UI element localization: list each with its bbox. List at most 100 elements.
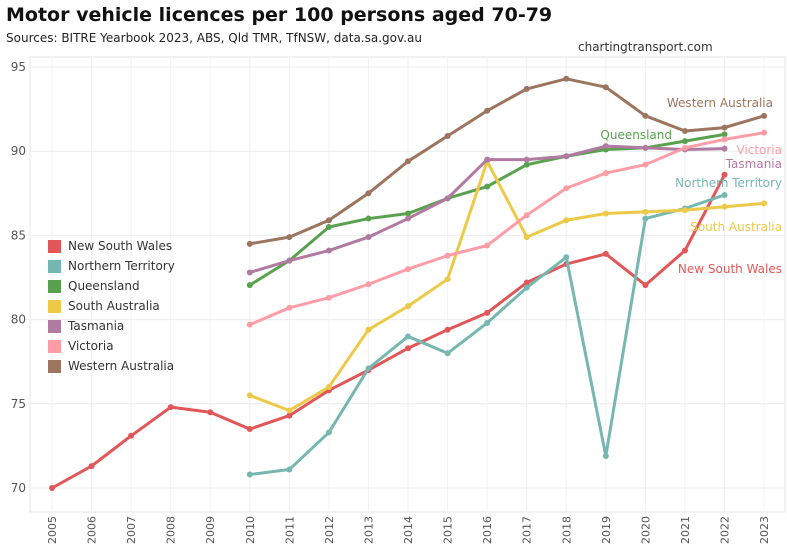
data-point [325, 223, 332, 230]
legend-item: Tasmania [48, 316, 175, 336]
data-point [761, 200, 768, 207]
data-point [761, 112, 768, 119]
x-tick-label: 2013 [362, 516, 375, 544]
series-line [249, 131, 765, 327]
data-point [642, 144, 649, 151]
data-point [405, 266, 412, 273]
data-point [325, 247, 332, 254]
x-tick-label: 2020 [639, 516, 652, 544]
data-point [563, 75, 570, 82]
legend-item: New South Wales [48, 236, 175, 256]
legend-swatch [48, 299, 61, 313]
data-point [721, 124, 728, 131]
x-tick-label: 2015 [442, 516, 455, 544]
legend-swatch [48, 239, 61, 253]
data-point [602, 453, 609, 460]
legend-label: Tasmania [68, 319, 125, 333]
x-tick-label: 2014 [402, 516, 415, 544]
data-point [721, 191, 728, 198]
data-point [405, 345, 412, 352]
data-point [484, 309, 491, 316]
plot-frame [29, 56, 786, 513]
data-point [405, 215, 412, 222]
x-tick-label: 2019 [600, 516, 613, 544]
series-line [249, 159, 765, 413]
x-tick-label: 2017 [521, 516, 534, 544]
data-point [444, 133, 451, 140]
data-point [444, 350, 451, 357]
series-end-label: Tasmania [725, 157, 782, 171]
data-point [325, 383, 332, 390]
y-tick-label: 80 [11, 313, 26, 327]
data-point [642, 112, 649, 119]
y-tick-label: 75 [11, 397, 26, 411]
data-point [128, 432, 135, 439]
legend-swatch [48, 279, 61, 293]
legend: New South Wales Northern Territory Queensl… [48, 236, 175, 376]
data-point [325, 294, 332, 301]
data-point [405, 333, 412, 340]
data-point [642, 215, 649, 222]
data-point [761, 129, 768, 136]
series-line [51, 174, 726, 490]
x-tick-label: 2009 [204, 516, 217, 544]
legend-swatch [48, 319, 61, 333]
x-tick-label: 2016 [481, 516, 494, 544]
data-point [484, 242, 491, 249]
data-point [286, 257, 293, 264]
data-point [721, 136, 728, 143]
data-point [365, 234, 372, 241]
legend-item: Northern Territory [48, 256, 175, 276]
y-tick-label: 85 [11, 228, 26, 242]
legend-label: Queensland [68, 279, 140, 293]
data-point [721, 131, 728, 138]
data-point [721, 171, 728, 178]
data-point [563, 153, 570, 160]
series-end-label: New South Wales [678, 262, 782, 276]
y-tick-label: 95 [11, 60, 26, 74]
x-tick-label: 2023 [758, 516, 771, 544]
x-tick-label: 2012 [323, 516, 336, 544]
legend-item: Western Australia [48, 356, 175, 376]
data-point [246, 321, 253, 328]
data-point [49, 485, 55, 491]
series-end-label: Queensland [600, 128, 672, 142]
y-tick-label: 70 [11, 481, 26, 495]
data-point [681, 207, 688, 214]
legend-swatch [48, 259, 61, 273]
data-point [405, 210, 412, 217]
legend-label: South Australia [68, 299, 160, 313]
data-point [642, 208, 649, 215]
data-point [88, 463, 95, 470]
data-point [681, 127, 688, 134]
series-end-label: Victoria [736, 143, 782, 157]
series-new-south-wales: New South Wales [49, 171, 782, 491]
data-point [365, 326, 372, 333]
data-point [681, 247, 688, 254]
data-point [681, 144, 688, 151]
data-point [286, 466, 293, 473]
legend-item: South Australia [48, 296, 175, 316]
series-northern-territory: Northern Territory [246, 176, 782, 478]
legend-swatch [48, 339, 61, 353]
data-point [523, 212, 530, 219]
x-tick-label: 2010 [244, 516, 257, 544]
data-point [602, 170, 609, 177]
data-point [444, 326, 451, 333]
data-point [721, 145, 728, 152]
x-tick-label: 2021 [679, 516, 692, 544]
series-south-australia: South Australia [246, 158, 782, 414]
data-point [167, 404, 174, 411]
data-point [484, 183, 491, 190]
x-tick-label: 2005 [46, 516, 59, 544]
data-point [563, 254, 570, 261]
legend-label: Northern Territory [68, 259, 175, 273]
data-point [365, 215, 372, 222]
chart-title: Motor vehicle licences per 100 persons a… [6, 4, 553, 26]
legend-item: Victoria [48, 336, 175, 356]
data-point [523, 234, 530, 241]
x-tick-label: 2018 [560, 516, 573, 544]
data-point [602, 210, 609, 217]
data-point [207, 409, 214, 416]
